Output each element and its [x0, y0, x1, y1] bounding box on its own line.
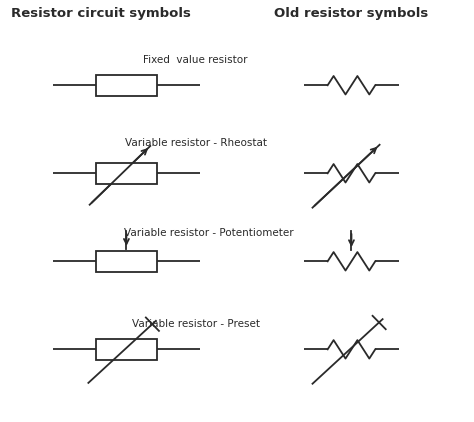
Text: Variable resistor - Rheostat: Variable resistor - Rheostat [125, 138, 267, 148]
Text: Variable resistor - Preset: Variable resistor - Preset [132, 319, 260, 329]
Bar [96, 163, 157, 184]
Bar [96, 75, 157, 96]
Text: Old resistor symbols: Old resistor symbols [274, 8, 428, 20]
Text: Resistor circuit symbols: Resistor circuit symbols [10, 8, 191, 20]
Bar [96, 339, 157, 360]
Text: Variable resistor - Potentiometer: Variable resistor - Potentiometer [124, 228, 293, 238]
Text: Fixed  value resistor: Fixed value resistor [144, 55, 248, 65]
Bar [96, 251, 157, 272]
